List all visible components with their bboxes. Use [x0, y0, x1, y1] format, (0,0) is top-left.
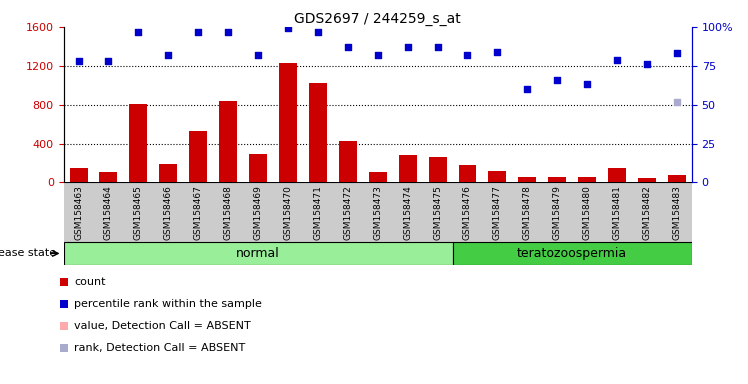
Text: GSM158468: GSM158468 [224, 185, 233, 240]
Text: GSM158480: GSM158480 [583, 185, 592, 240]
Text: GSM158474: GSM158474 [403, 185, 412, 240]
Text: GSM158473: GSM158473 [373, 185, 382, 240]
Point [192, 28, 204, 35]
Text: rank, Detection Call = ABSENT: rank, Detection Call = ABSENT [74, 343, 245, 353]
Bar [638, 177, 656, 182]
Bar [459, 166, 476, 182]
Text: GSM158475: GSM158475 [433, 185, 442, 240]
Point [521, 86, 533, 92]
Text: GSM158464: GSM158464 [104, 185, 113, 240]
Point [372, 52, 384, 58]
Point [432, 44, 444, 50]
Point [671, 50, 683, 56]
Bar [548, 177, 566, 182]
Bar [279, 63, 297, 182]
Point [312, 28, 324, 35]
Bar [64, 242, 453, 265]
Text: count: count [74, 276, 105, 286]
Bar [518, 177, 536, 182]
Point [282, 25, 294, 31]
Point [58, 345, 70, 351]
Point [102, 58, 114, 64]
Bar [99, 172, 117, 182]
Text: GSM158476: GSM158476 [463, 185, 472, 240]
Bar [608, 168, 626, 182]
Bar [429, 157, 447, 182]
Bar [70, 168, 88, 182]
Point [641, 61, 653, 67]
Bar [668, 175, 686, 182]
Point [58, 323, 70, 329]
Text: GSM158478: GSM158478 [523, 185, 532, 240]
Text: value, Detection Call = ABSENT: value, Detection Call = ABSENT [74, 321, 251, 331]
Point [162, 52, 174, 58]
Bar [219, 101, 237, 182]
Text: disease state: disease state [0, 248, 60, 258]
Text: GSM158463: GSM158463 [74, 185, 83, 240]
Bar [249, 154, 267, 182]
Bar [488, 171, 506, 182]
Text: GSM158469: GSM158469 [254, 185, 263, 240]
Text: GSM158466: GSM158466 [164, 185, 173, 240]
Bar [578, 177, 596, 182]
Text: GSM158470: GSM158470 [283, 185, 292, 240]
Point [342, 44, 354, 50]
Text: percentile rank within the sample: percentile rank within the sample [74, 299, 262, 309]
Title: GDS2697 / 244259_s_at: GDS2697 / 244259_s_at [295, 12, 461, 26]
Point [132, 28, 144, 35]
Point [611, 56, 623, 63]
Point [671, 98, 683, 104]
Point [551, 77, 563, 83]
Point [491, 49, 503, 55]
Text: GSM158479: GSM158479 [553, 185, 562, 240]
Point [73, 58, 85, 64]
Text: GSM158483: GSM158483 [672, 185, 681, 240]
Text: GSM158482: GSM158482 [643, 185, 652, 240]
Point [222, 28, 234, 35]
Bar [339, 141, 357, 182]
Text: GSM158472: GSM158472 [343, 185, 352, 240]
Text: normal: normal [236, 247, 280, 260]
Point [252, 52, 264, 58]
Bar [159, 164, 177, 182]
Bar [399, 155, 417, 182]
Bar [309, 83, 327, 182]
Text: GSM158481: GSM158481 [613, 185, 622, 240]
Point [581, 81, 593, 88]
Bar [129, 104, 147, 182]
Bar [453, 242, 692, 265]
Bar [189, 131, 207, 182]
Text: GSM158477: GSM158477 [493, 185, 502, 240]
Point [402, 44, 414, 50]
Bar [369, 172, 387, 182]
Point [58, 301, 70, 307]
Text: teratozoospermia: teratozoospermia [517, 247, 628, 260]
Text: GSM158471: GSM158471 [313, 185, 322, 240]
Text: GSM158465: GSM158465 [134, 185, 143, 240]
Point [58, 278, 70, 285]
Text: GSM158467: GSM158467 [194, 185, 203, 240]
Point [462, 52, 473, 58]
